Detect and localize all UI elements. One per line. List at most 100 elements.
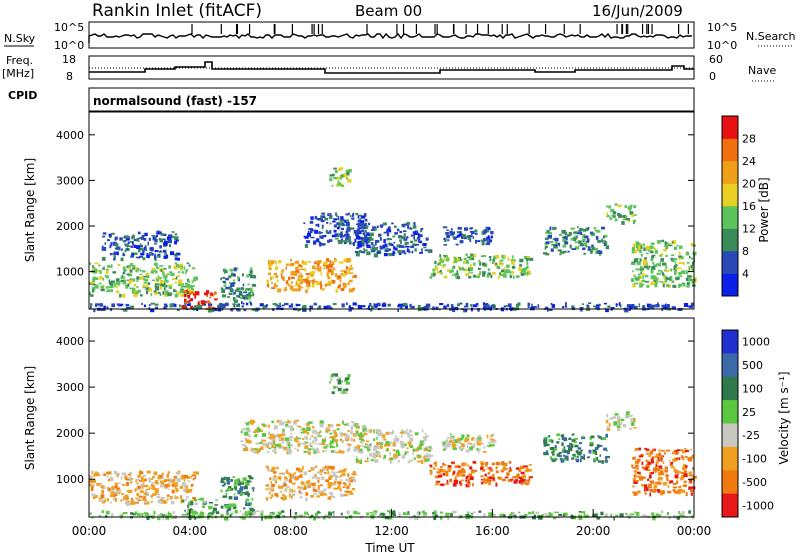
velocity-echo-cell [434, 512, 437, 515]
power-echo-cell [631, 246, 636, 251]
power-echo-cell [670, 257, 674, 261]
power-echo-cell [205, 290, 210, 294]
power-echo-cell [329, 212, 332, 215]
velocity-echo-cell [293, 490, 296, 493]
power-echo-cell [141, 270, 146, 273]
velocity-echo-cell [239, 510, 242, 513]
velocity-echo-cell [488, 476, 493, 479]
power-echo-cell [159, 277, 162, 280]
power-echo-cell [488, 227, 491, 231]
velocity-echo-cell [581, 436, 586, 440]
velocity-echo-cell [660, 467, 664, 470]
power-echo-cell [102, 247, 106, 251]
velocity-echo-cell [378, 442, 383, 445]
velocity-echo-cell [342, 486, 346, 489]
velocity-echo-cell [554, 511, 559, 514]
power-echo-cell [641, 253, 643, 257]
velocity-echo-cell [347, 447, 351, 451]
power-echo-cell [319, 281, 323, 283]
velocity-echo-cell [501, 478, 506, 482]
power-echo-cell [409, 226, 412, 229]
velocity-echo-cell [636, 467, 639, 470]
power-echo-cell [266, 279, 270, 283]
velocity-echo-cell [298, 486, 302, 489]
velocity-echo-cell [338, 380, 341, 383]
power-echo-cell [129, 269, 133, 273]
velocity-echo-cell [543, 440, 548, 444]
power-echo-cell [650, 275, 655, 279]
power-echo-cell [385, 230, 389, 234]
power-echo-cell [295, 284, 300, 287]
power-echo-cell [109, 253, 113, 256]
velocity-echo-cell [589, 436, 592, 440]
power-echo-cell [670, 268, 673, 272]
velocity-echo-cell [221, 484, 225, 487]
power-echo-cell [157, 275, 160, 278]
power-echo-cell [309, 308, 312, 312]
velocity-echo-cell [183, 478, 186, 482]
velocity-echo-cell [229, 514, 232, 518]
velocity-echo-cell [645, 452, 651, 455]
velocity-echo-cell [482, 469, 486, 472]
velocity-echo-cell [311, 476, 316, 479]
velocity-echo-cell [247, 503, 251, 507]
power-echo-cell [313, 240, 317, 245]
power-echo-cell [142, 257, 146, 261]
velocity-echo-cell [269, 477, 272, 481]
velocity-echo-cell [279, 485, 284, 489]
power-echo-cell [457, 275, 461, 280]
power-echo-cell [145, 273, 150, 276]
velocity-echo-cell [121, 483, 126, 486]
velocity-echo-cell [232, 505, 237, 509]
velocity-echo-cell [332, 438, 335, 442]
power-echo-cell [604, 241, 608, 245]
velocity-echo-cell [688, 471, 692, 476]
velocity-echo-cell [398, 512, 401, 517]
power-echo-cell [691, 268, 694, 272]
velocity-echo-cell [480, 475, 484, 478]
power-echo-cell [169, 271, 172, 273]
velocity-echo-cell [409, 444, 413, 448]
velocity-echo-cell [472, 461, 476, 464]
velocity-echo-cell [620, 418, 625, 422]
velocity-echo-cell [249, 513, 253, 515]
power-echo-cell [483, 305, 486, 307]
velocity-echo-cell [676, 516, 680, 520]
velocity-echo-cell [643, 476, 646, 479]
power-echo-cell [335, 273, 338, 278]
power-echo-cell [321, 288, 324, 291]
power-echo-cell [667, 243, 671, 246]
velocity-echo-cell [528, 469, 532, 472]
velocity-echo-cell [293, 420, 296, 423]
power-echo-cell [388, 304, 390, 307]
power-echo-cell [672, 284, 677, 288]
power-echo-cell [270, 276, 272, 281]
velocity-echo-cell [451, 472, 454, 476]
velocity-echo-cell [314, 474, 317, 477]
velocity-echo-cell [317, 443, 321, 446]
power-echo-cell [336, 234, 340, 238]
velocity-echo-cell [320, 473, 322, 476]
velocity-echo-cell [215, 498, 219, 502]
power-echo-cell [665, 246, 669, 249]
velocity-echo-cell [567, 444, 571, 447]
velocity-echo-cell [528, 511, 532, 515]
velocity-echo-cell [366, 457, 369, 460]
velocity-echo-cell [622, 424, 627, 428]
power-echo-cell [174, 254, 179, 257]
velocity-echo-cell [99, 482, 103, 485]
power-echo-cell [99, 276, 103, 280]
velocity-echoes [89, 373, 697, 521]
power-echo-cell [582, 247, 586, 250]
power-echo-cell [399, 235, 403, 238]
velocity-echo-cell [329, 445, 333, 448]
velocity-echo-cell [599, 454, 602, 457]
power-echo-cell [115, 278, 120, 282]
power-echo-cell [178, 283, 181, 287]
velocity-echo-cell [167, 511, 170, 516]
power-echo-cell [507, 259, 510, 262]
power-echo-cell [297, 278, 301, 282]
power-echo-cell [309, 305, 313, 309]
power-echo-cell [271, 282, 274, 284]
power-echo-cell [652, 262, 655, 265]
